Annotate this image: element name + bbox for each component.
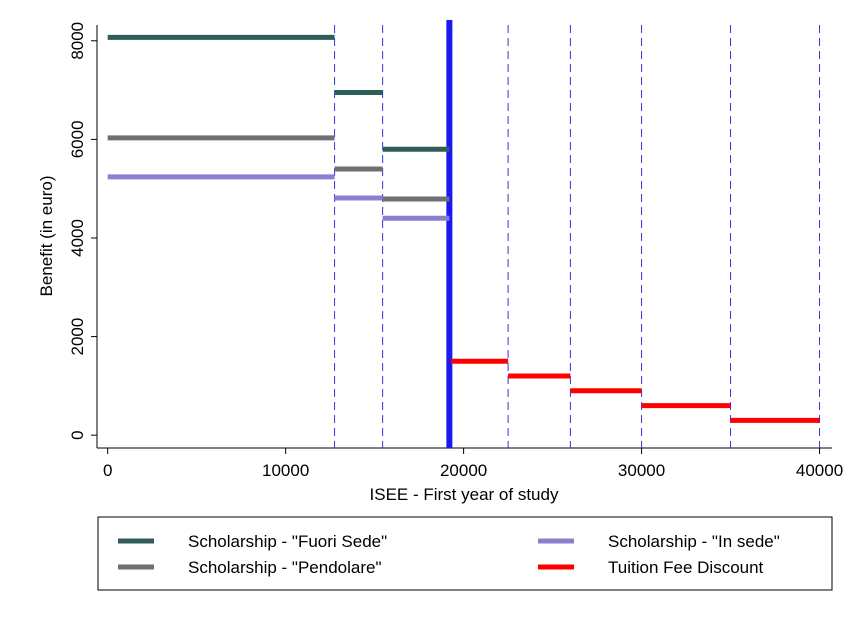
legend-box xyxy=(97,516,833,591)
x-tick-label: 30000 xyxy=(618,461,665,480)
legend-label: Tuition Fee Discount xyxy=(608,558,764,577)
y-tick-label: 8000 xyxy=(68,22,87,60)
y-tick-label: 6000 xyxy=(68,120,87,158)
legend-label: Scholarship - "Pendolare" xyxy=(188,558,382,577)
legend-label: Scholarship - "In sede" xyxy=(608,532,780,551)
y-tick-label: 2000 xyxy=(68,318,87,356)
y-axis-label: Benefit (in euro) xyxy=(37,176,56,297)
x-tick-label: 10000 xyxy=(262,461,309,480)
y-tick-label: 4000 xyxy=(68,219,87,257)
x-tick-label: 0 xyxy=(103,461,112,480)
legend-label: Scholarship - "Fuori Sede" xyxy=(188,532,387,551)
x-tick-label: 40000 xyxy=(796,461,843,480)
x-tick-label: 20000 xyxy=(440,461,487,480)
x-axis-label: ISEE - First year of study xyxy=(370,485,559,504)
y-tick-label: 0 xyxy=(68,430,87,439)
